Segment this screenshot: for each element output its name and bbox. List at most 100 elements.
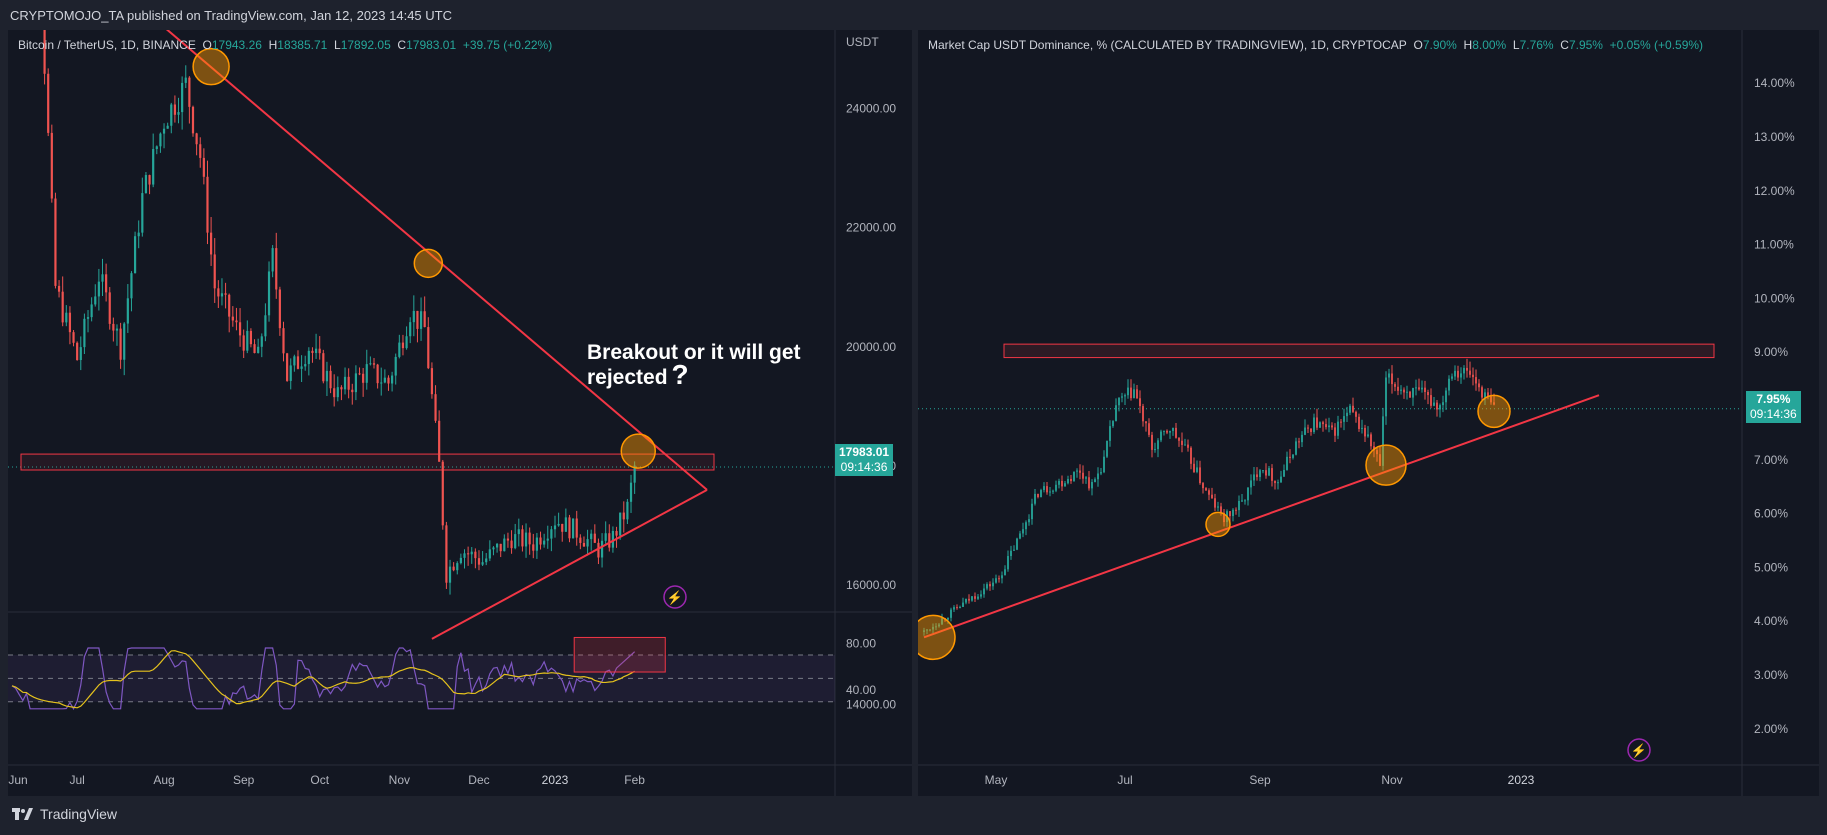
candle-body (962, 602, 964, 607)
btc-chart-svg[interactable]: USDT30000.0028000.0026000.0024000.002200… (8, 30, 912, 796)
price-tick-label: 9.00% (1754, 345, 1788, 359)
candle-body (1103, 456, 1105, 473)
candle-body (1343, 416, 1345, 422)
candle-body (1289, 456, 1291, 458)
candle-body (1199, 467, 1201, 484)
bottom-bar: TradingView (0, 796, 1827, 835)
candle-body (488, 549, 491, 559)
candle-body (1067, 478, 1069, 484)
candle-body (1094, 479, 1096, 483)
usdt-open: 7.90% (1422, 38, 1457, 52)
candle-body (354, 373, 357, 393)
candle-body (427, 327, 430, 369)
candle-body (1367, 434, 1369, 437)
candle-body (1415, 387, 1417, 389)
candle-body (242, 335, 245, 351)
candle-body (249, 330, 253, 345)
candle-body (1046, 486, 1048, 493)
candle-body (1040, 490, 1042, 498)
candle-body (938, 624, 940, 627)
candle-body (470, 551, 473, 555)
candle-body (1034, 493, 1036, 504)
candle-body (521, 529, 524, 547)
candle-body (1154, 449, 1156, 451)
candle-body (593, 533, 596, 543)
candle-body (123, 323, 126, 360)
candle-body (932, 626, 934, 630)
candle-body (485, 558, 488, 563)
question-mark: ? (671, 359, 689, 390)
price-tick-label: 22000.00 (846, 221, 896, 235)
price-tick-label: 11.00% (1754, 238, 1794, 252)
candle-body (141, 193, 144, 233)
tradingview-logo[interactable]: TradingView (12, 806, 117, 822)
candle-body (1070, 478, 1072, 482)
candle-body (119, 328, 122, 360)
usdt-chart-svg[interactable]: 14.00% 13.00% 12.00% 11.00% 10.00% 9.00% 8.00%… (918, 30, 1819, 796)
candle-body (1037, 493, 1039, 498)
candle-body (1382, 416, 1384, 466)
candle-body (926, 629, 928, 631)
candle-body (94, 296, 97, 305)
time-tick-label: Nov (389, 773, 410, 787)
candle-body (1013, 549, 1015, 551)
candle-body (166, 125, 169, 129)
candle-body (1478, 383, 1480, 388)
candle-body (1472, 374, 1474, 378)
candle-body (246, 330, 249, 351)
candle-body (971, 596, 973, 601)
candle-body (1301, 434, 1303, 443)
candle-body (553, 525, 557, 530)
candle-body (1463, 367, 1465, 374)
candle-body (314, 348, 318, 353)
candle-body (1295, 441, 1297, 455)
candle-body (130, 273, 133, 299)
tradingview-brand: TradingView (40, 806, 118, 822)
candle-body (1025, 522, 1027, 530)
usdt-dominance-panel[interactable]: 14.00% 13.00% 12.00% 11.00% 10.00% 9.00% 8.00%… (918, 30, 1819, 796)
candle-body (65, 312, 68, 323)
candle-body (224, 293, 227, 295)
candle-body (238, 322, 242, 336)
btc-close: 17983.01 (406, 38, 457, 52)
candle-body (1412, 387, 1414, 398)
candle-body (1100, 472, 1102, 474)
time-tick-label: Sep (1249, 773, 1271, 787)
candle-body (97, 281, 100, 297)
candle-body (626, 501, 629, 520)
rsi-line (11, 647, 636, 711)
btc-low: 17892.05 (340, 38, 391, 52)
candle-body (391, 375, 394, 384)
btc-chart-panel[interactable]: USDT30000.0028000.0026000.0024000.002200… (8, 30, 912, 796)
candle-body (1172, 427, 1174, 431)
candle-body (115, 328, 119, 331)
candle-body (1031, 503, 1033, 520)
candle-body (1493, 402, 1495, 405)
candle-body (430, 368, 434, 395)
price-tick-label: 14000.00 (846, 697, 896, 711)
candle-body (1397, 386, 1399, 391)
candle-body (365, 364, 368, 383)
candle-body (1358, 416, 1360, 429)
candle-body (253, 344, 256, 354)
highlight-circle (192, 47, 230, 86)
candle-body (980, 594, 982, 597)
price-tick-label: 12.00% (1754, 184, 1795, 198)
candle-body (405, 336, 408, 349)
candle-body (1391, 373, 1393, 385)
candle-body (1427, 392, 1429, 396)
candle-body (1430, 395, 1432, 406)
candle-body (1184, 444, 1186, 446)
trendline-lower (431, 488, 708, 640)
candle-body (1418, 387, 1420, 390)
candle-body (260, 336, 263, 347)
candle-body (61, 291, 64, 323)
candle-body (1244, 500, 1246, 502)
candle-body (1043, 486, 1045, 491)
candle-body (1088, 477, 1090, 489)
candle-body (1142, 406, 1144, 422)
candle-body (231, 316, 234, 321)
candle-body (445, 525, 448, 583)
price-axis-unit: USDT (846, 35, 879, 49)
candle-body (503, 538, 506, 552)
